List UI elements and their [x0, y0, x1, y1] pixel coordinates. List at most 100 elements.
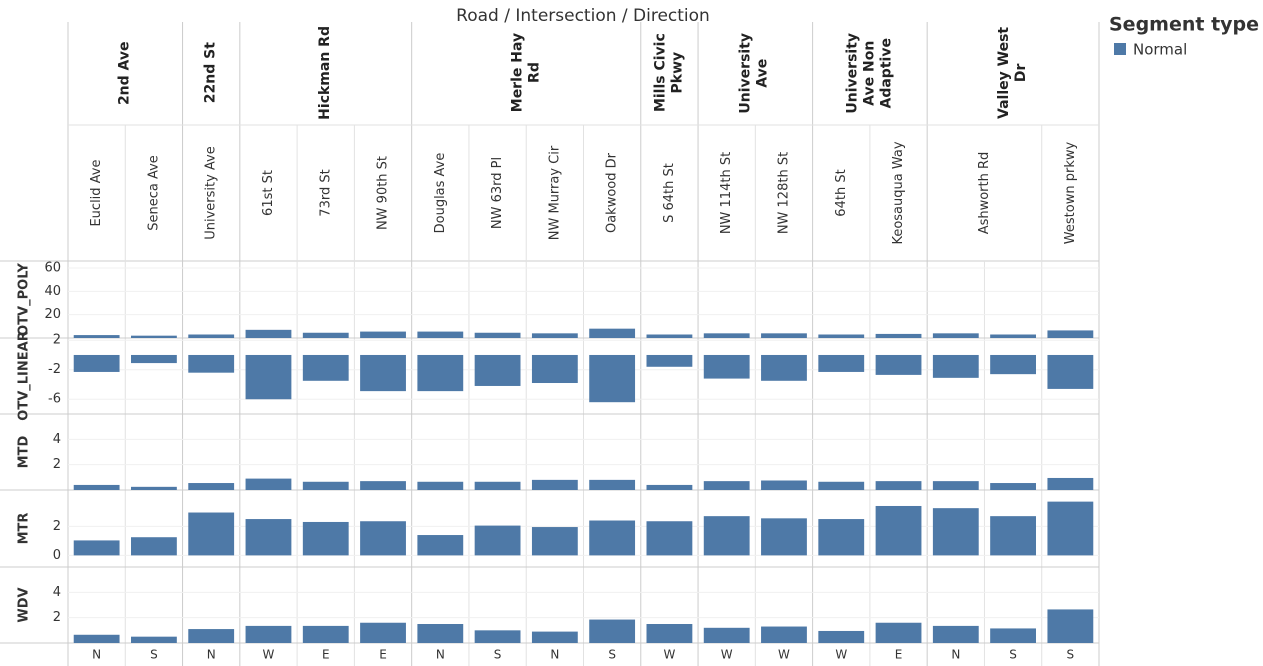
bar	[818, 630, 865, 643]
bar	[73, 354, 120, 372]
row-label: OTV_POLY	[17, 263, 32, 336]
bar	[589, 619, 636, 643]
bar	[1047, 477, 1094, 490]
legend-swatch	[1114, 43, 1126, 55]
bar	[818, 334, 865, 338]
bar	[761, 518, 807, 556]
bar	[703, 333, 750, 338]
bar	[761, 480, 807, 490]
bar	[818, 481, 865, 490]
y-tick-label: -6	[48, 392, 61, 407]
bar	[875, 622, 922, 643]
bar	[761, 333, 807, 338]
row-label: MTD	[17, 436, 32, 469]
road-label: 2nd Ave	[116, 41, 133, 105]
bar	[360, 622, 406, 643]
bar	[474, 354, 521, 386]
bar	[474, 481, 521, 490]
bar	[1047, 501, 1094, 556]
bar	[302, 481, 349, 490]
bar	[875, 481, 922, 490]
bar	[531, 631, 578, 643]
road-label: 22nd St	[202, 42, 219, 104]
direction-label: S	[1009, 648, 1017, 662]
y-tick-label: 40	[44, 284, 61, 299]
intersection-label: Douglas Ave	[433, 153, 448, 234]
bar	[703, 627, 750, 643]
direction-label: W	[721, 648, 733, 662]
bar	[818, 354, 865, 372]
bar	[589, 328, 636, 338]
bar	[131, 354, 177, 364]
bar	[360, 481, 406, 490]
bar	[131, 486, 177, 490]
direction-label: N	[951, 648, 960, 662]
direction-label: N	[550, 648, 559, 662]
road-label: Merle Hay Rd	[509, 33, 543, 113]
bar	[646, 354, 693, 367]
bar	[1047, 330, 1094, 338]
bar	[990, 354, 1036, 375]
bar	[646, 484, 693, 490]
bar	[875, 354, 922, 375]
bar	[73, 335, 120, 338]
bar	[990, 334, 1036, 338]
bar	[761, 626, 807, 643]
bar	[531, 333, 578, 338]
bar	[131, 636, 177, 643]
intersection-label: S 64th St	[662, 163, 677, 223]
bar	[474, 630, 521, 643]
bar	[245, 519, 292, 556]
bar	[589, 479, 636, 490]
bar	[131, 335, 177, 338]
bar	[188, 512, 235, 556]
y-tick-label: 20	[44, 307, 61, 322]
direction-label: W	[263, 648, 275, 662]
intersection-label: Ashworth Rd	[977, 152, 992, 235]
column-header-title: Road / Intersection / Direction	[456, 6, 710, 26]
bar	[531, 479, 578, 490]
bar	[990, 628, 1036, 643]
bar	[131, 537, 177, 556]
bar	[302, 625, 349, 643]
y-tick-label: 2	[53, 519, 61, 534]
bar	[1047, 354, 1094, 389]
intersection-label: NW 128th St	[776, 152, 791, 234]
bar	[474, 332, 521, 338]
road-label: University Ave Non Adaptive	[844, 32, 895, 114]
legend-label: Normal	[1133, 41, 1187, 59]
bar	[703, 481, 750, 490]
intersection-label: Keosauqua Way	[891, 141, 906, 244]
bar	[417, 481, 464, 490]
bar	[188, 354, 235, 373]
direction-label: N	[207, 648, 216, 662]
intersection-label: NW Murray Cir	[547, 145, 562, 240]
bar	[417, 354, 464, 392]
direction-label: E	[895, 648, 903, 662]
bar	[703, 516, 750, 556]
bar	[875, 505, 922, 556]
y-tick-label: 4	[53, 585, 61, 600]
bar	[1047, 609, 1094, 643]
bar	[589, 520, 636, 556]
bar	[646, 521, 693, 556]
bar	[875, 333, 922, 338]
bar	[761, 354, 807, 381]
y-tick-label: -2	[48, 362, 61, 377]
direction-label: W	[835, 648, 847, 662]
bar	[188, 334, 235, 338]
y-tick-label: 0	[53, 548, 61, 563]
bar	[932, 333, 979, 338]
y-tick-label: 60	[44, 261, 61, 276]
bar	[990, 516, 1036, 556]
y-tick-label: 4	[53, 432, 61, 447]
intersection-label: Seneca Ave	[146, 155, 161, 231]
intersection-label: NW 114th St	[719, 152, 734, 234]
road-label: Hickman Rd	[317, 26, 334, 120]
bar	[245, 329, 292, 338]
bar	[646, 624, 693, 643]
row-label: WDV	[17, 587, 32, 622]
bar	[360, 354, 406, 392]
